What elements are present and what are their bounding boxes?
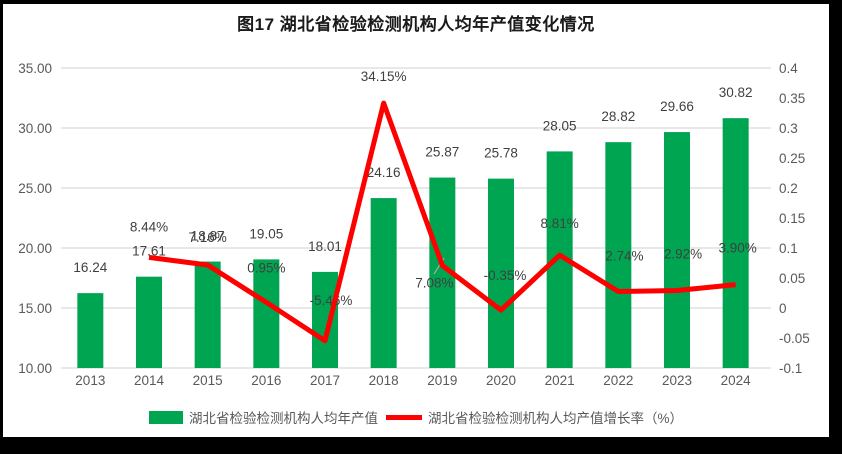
bar <box>664 132 690 368</box>
x-axis-category-label: 2024 <box>721 373 752 388</box>
bar-value-label: 18.87 <box>191 229 225 244</box>
bar <box>370 198 397 368</box>
left-axis-tick-label: 35.00 <box>18 61 52 76</box>
bar <box>605 142 632 368</box>
legend-label-bar-series: 湖北省检验检测机构人均年产值 <box>188 411 378 426</box>
x-axis-category-label: 2014 <box>134 373 165 388</box>
bar-value-label: 25.87 <box>425 145 459 160</box>
bar-value-label: 17.61 <box>132 244 166 259</box>
x-axis-category-label: 2017 <box>310 373 340 388</box>
line-point-label: 8.44% <box>130 219 168 234</box>
line-point-label: 0.95% <box>247 260 285 275</box>
line-series-swatch-icon <box>385 414 422 420</box>
line-point-label: 8.81% <box>541 216 579 231</box>
bar <box>136 276 162 368</box>
line-point-label: 7.16% <box>189 230 227 245</box>
right-axis-tick-label: 0 <box>779 301 787 316</box>
x-axis-category-label: 2020 <box>486 373 516 388</box>
bar <box>312 271 338 368</box>
right-axis-tick-label: 0.1 <box>779 241 798 256</box>
line-point-label: 7.08% <box>415 276 453 291</box>
bar-value-label: 28.05 <box>543 118 577 133</box>
chart-legend: 湖北省检验检测机构人均年产值 湖北省检验检测机构人均产值增长率（%） <box>3 407 829 427</box>
bar <box>488 178 514 368</box>
line-point-label: 34.15% <box>361 69 407 84</box>
right-axis-tick-label: 0.4 <box>779 61 798 76</box>
bar-value-label: 24.16 <box>367 165 401 180</box>
right-axis-tick-label: 0.3 <box>779 121 798 136</box>
bar-value-label: 16.24 <box>73 260 107 275</box>
line-point-label: -5.46% <box>310 293 353 308</box>
right-axis-tick-label: 0.15 <box>779 211 805 226</box>
right-axis-tick-label: 0.2 <box>779 181 798 196</box>
x-axis-category-label: 2019 <box>427 373 457 388</box>
x-axis-category-label: 2018 <box>369 373 399 388</box>
bar-value-label: 29.66 <box>660 99 694 114</box>
x-axis-category-label: 2016 <box>251 373 281 388</box>
line-point-label: 2.92% <box>664 246 702 261</box>
chart-title: 图17 湖北省检验检测机构人均年产值变化情况 <box>237 15 595 34</box>
right-axis-tick-label: -0.1 <box>779 361 802 376</box>
line-point-label: 3.90% <box>719 241 757 256</box>
legend-item-bar-series: 湖北省检验检测机构人均年产值 <box>148 407 378 427</box>
bar-value-label: 25.78 <box>484 146 518 161</box>
x-axis-category-label: 2015 <box>193 373 223 388</box>
left-axis-tick-label: 30.00 <box>18 121 52 136</box>
x-axis-category-label: 2013 <box>75 373 105 388</box>
right-axis-tick-label: 0.05 <box>779 271 805 286</box>
bar-value-label: 19.05 <box>249 226 283 241</box>
bar <box>253 259 280 368</box>
bar <box>194 261 221 368</box>
legend-label-line-series: 湖北省检验检测机构人均产值增长率（%） <box>427 411 683 426</box>
chart-canvas: 35.00 30.00 25.00 20.00 15.00 10.00 0.4 0.35 0.3… <box>18 61 810 388</box>
line-point-label: -0.35% <box>484 268 527 283</box>
right-axis-tick-label: 0.25 <box>779 151 805 166</box>
bar-value-label: 30.82 <box>719 85 753 100</box>
x-axis-category-label: 2023 <box>662 373 692 388</box>
left-axis-tick-label: 20.00 <box>18 241 52 256</box>
right-axis-tick-label: 0.35 <box>779 91 805 106</box>
left-axis-tick-label: 15.00 <box>18 301 52 316</box>
x-axis-category-label: 2021 <box>545 373 575 388</box>
document-page: 图17 湖北省检验检测机构人均年产值变化情况 35.00 30.00 25.00 20… <box>3 4 829 437</box>
bar-series-swatch-icon <box>148 410 183 424</box>
right-axis-tick-label: -0.05 <box>779 331 810 346</box>
bar <box>722 118 749 368</box>
left-axis-tick-label: 10.00 <box>18 361 52 376</box>
bar-value-label: 28.82 <box>601 109 635 124</box>
left-axis-tick-label: 25.00 <box>18 181 52 196</box>
bar <box>77 293 104 368</box>
line-point-label: 2.74% <box>605 249 643 264</box>
x-axis-category-label: 2022 <box>603 373 633 388</box>
growth-rate-line <box>148 100 736 344</box>
bar-value-label: 18.01 <box>308 239 342 254</box>
legend-item-line-series: 湖北省检验检测机构人均产值增长率（%） <box>385 407 683 427</box>
